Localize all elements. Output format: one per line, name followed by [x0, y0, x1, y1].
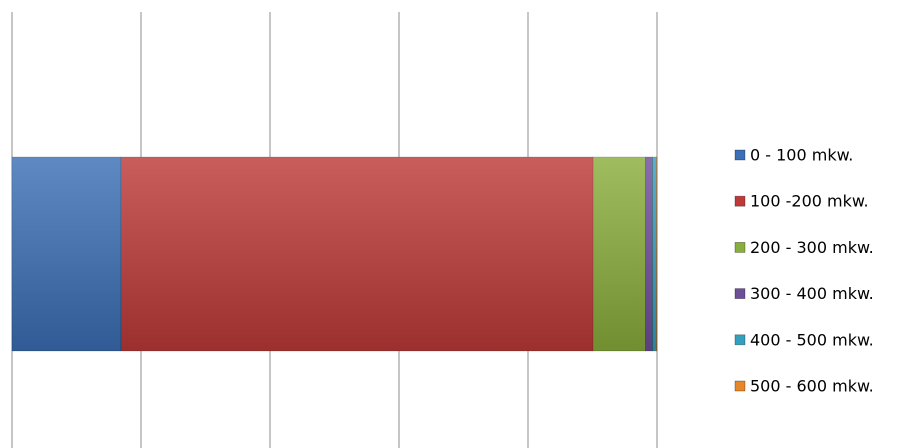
legend-label: 200 - 300 mkw. [750, 238, 874, 257]
legend-label: 400 - 500 mkw. [750, 330, 874, 349]
legend-label: 100 -200 mkw. [750, 192, 869, 211]
legend-label: 300 - 400 mkw. [750, 284, 874, 303]
legend-swatch [734, 241, 746, 253]
legend-swatch [734, 380, 746, 392]
bar-shade [652, 157, 657, 351]
bar-shade [12, 157, 122, 351]
bar-shade [656, 157, 657, 351]
bar-shade [593, 157, 646, 351]
bar-shade [645, 157, 653, 351]
legend-label: 500 - 600 mkw. [750, 377, 874, 396]
legend-swatch [734, 149, 746, 161]
legend-swatch [734, 334, 746, 346]
bar-shade [121, 157, 594, 351]
legend-swatch [734, 195, 746, 207]
legend-swatch [734, 288, 746, 300]
legend-label: 0 - 100 mkw. [750, 146, 853, 165]
